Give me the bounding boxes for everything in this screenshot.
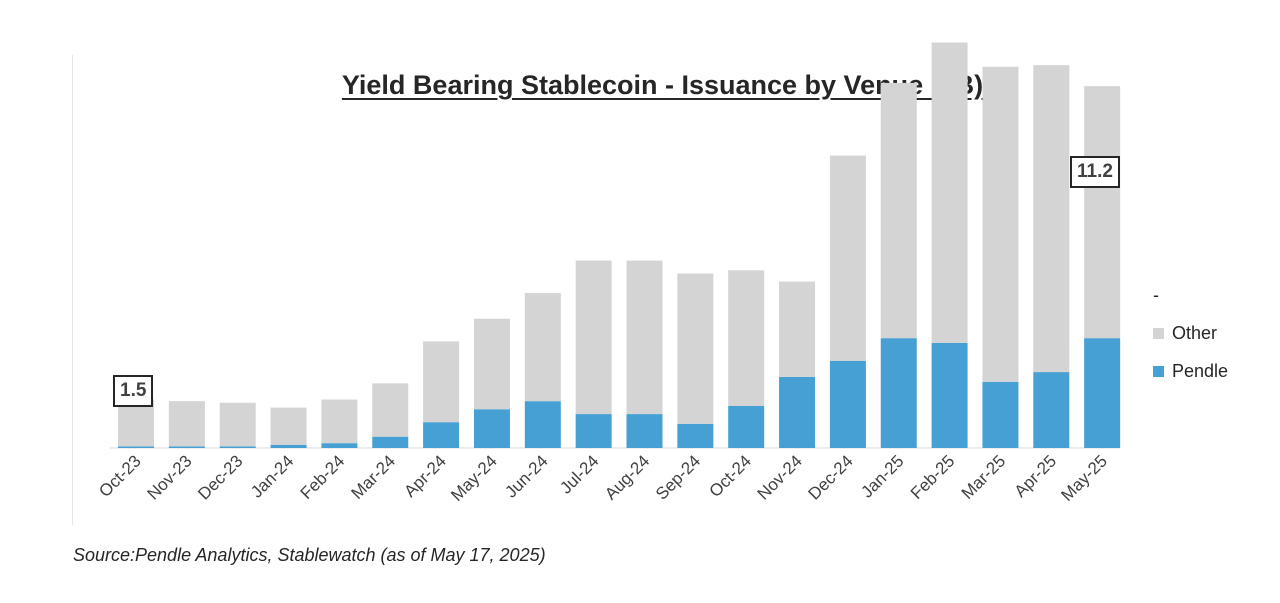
bar-other-mar-24: [372, 383, 409, 437]
bar-pendle-apr-25: [1033, 372, 1070, 448]
x-tick-label: Apr-24: [400, 451, 450, 501]
bar-other-oct-23: [118, 399, 154, 447]
legend-entry-other: Other: [1153, 314, 1228, 352]
x-tick-label: Dec-23: [194, 451, 246, 503]
bar-other-dec-24: [829, 155, 866, 361]
bar-other-feb-25: [931, 42, 968, 344]
bar-other-mar-25: [982, 66, 1019, 382]
bar-pendle-sep-24: [677, 423, 714, 448]
bar-pendle-jan-25: [880, 338, 917, 448]
x-tick-label: Mar-24: [348, 451, 400, 503]
x-tick-label: Sep-24: [652, 451, 704, 503]
bar-other-jan-25: [880, 82, 917, 339]
bar-other-sep-24: [677, 273, 714, 424]
bar-pendle-dec-23: [219, 446, 256, 448]
x-tick-label: Jun-24: [501, 451, 551, 501]
x-tick-label: Dec-24: [805, 451, 857, 503]
x-tick-label: Jan-25: [857, 451, 907, 501]
x-tick-label: May-25: [1057, 451, 1111, 505]
legend-label-other: Other: [1172, 322, 1218, 343]
bar-pendle-jan-24: [270, 444, 307, 448]
x-tick-label: Feb-24: [297, 451, 349, 503]
bar-other-dec-23: [219, 402, 256, 447]
bar-pendle-oct-23: [118, 446, 154, 448]
x-tick-label: Nov-23: [143, 451, 195, 503]
x-tick-label: Apr-25: [1011, 451, 1061, 501]
x-tick-label: Oct-23: [95, 451, 145, 501]
bar-pendle-nov-24: [779, 376, 816, 448]
source-note: Source:Pendle Analytics, Stablewatch (as…: [73, 545, 546, 565]
bar-pendle-may-25: [1084, 338, 1121, 448]
bar-other-nov-23: [168, 401, 205, 447]
bar-other-jul-24: [575, 260, 612, 415]
x-tick-label: Aug-24: [601, 451, 653, 503]
bar-pendle-nov-23: [168, 446, 205, 448]
bar-pendle-may-24: [473, 409, 510, 448]
x-tick-label: Nov-24: [754, 451, 806, 503]
legend-label-pendle: Pendle: [1172, 360, 1229, 381]
x-tick-label: Oct-24: [706, 451, 756, 501]
bar-other-may-24: [473, 318, 510, 410]
bars-group: [118, 42, 1121, 448]
bar-other-feb-24: [321, 399, 358, 444]
x-tick-label: Feb-25: [907, 451, 959, 503]
legend: - Other Pendle: [1153, 276, 1228, 390]
bar-pendle-feb-24: [321, 443, 358, 448]
bar-other-oct-24: [728, 270, 765, 406]
x-tick-label: Jul-24: [556, 451, 602, 497]
bar-other-apr-25: [1033, 65, 1070, 373]
legend-swatch-other: [1153, 327, 1164, 339]
bar-pendle-jun-24: [524, 401, 561, 448]
bar-pendle-mar-25: [982, 381, 1019, 448]
bar-pendle-apr-24: [423, 422, 460, 448]
bar-pendle-dec-24: [829, 360, 866, 448]
legend-entry-pendle: Pendle: [1153, 352, 1228, 390]
bar-other-aug-24: [626, 260, 663, 415]
bar-pendle-mar-24: [372, 436, 409, 448]
bar-pendle-jul-24: [575, 414, 612, 448]
legend-label-dash: -: [1153, 284, 1159, 305]
chart-area-border: [72, 55, 73, 525]
callout-first-value: 1.5: [113, 375, 154, 407]
legend-entry-dash: -: [1153, 276, 1228, 314]
chart-title: Yield Bearing Stablecoin - Issuance by V…: [341, 70, 984, 100]
bar-other-nov-24: [779, 281, 816, 377]
legend-swatch-pendle: [1153, 365, 1164, 377]
bar-pendle-feb-25: [931, 343, 968, 448]
bar-other-may-25: [1084, 86, 1121, 339]
x-tick-label: Mar-25: [958, 451, 1010, 503]
callout-last-value: 11.2: [1070, 156, 1120, 188]
x-tick-label: May-24: [447, 451, 501, 505]
bar-other-apr-24: [423, 341, 460, 423]
bar-pendle-aug-24: [626, 414, 663, 448]
bar-other-jun-24: [524, 292, 561, 402]
x-tick-label: Jan-24: [247, 451, 297, 501]
bar-other-jan-24: [270, 407, 307, 445]
bar-pendle-oct-24: [728, 406, 765, 448]
